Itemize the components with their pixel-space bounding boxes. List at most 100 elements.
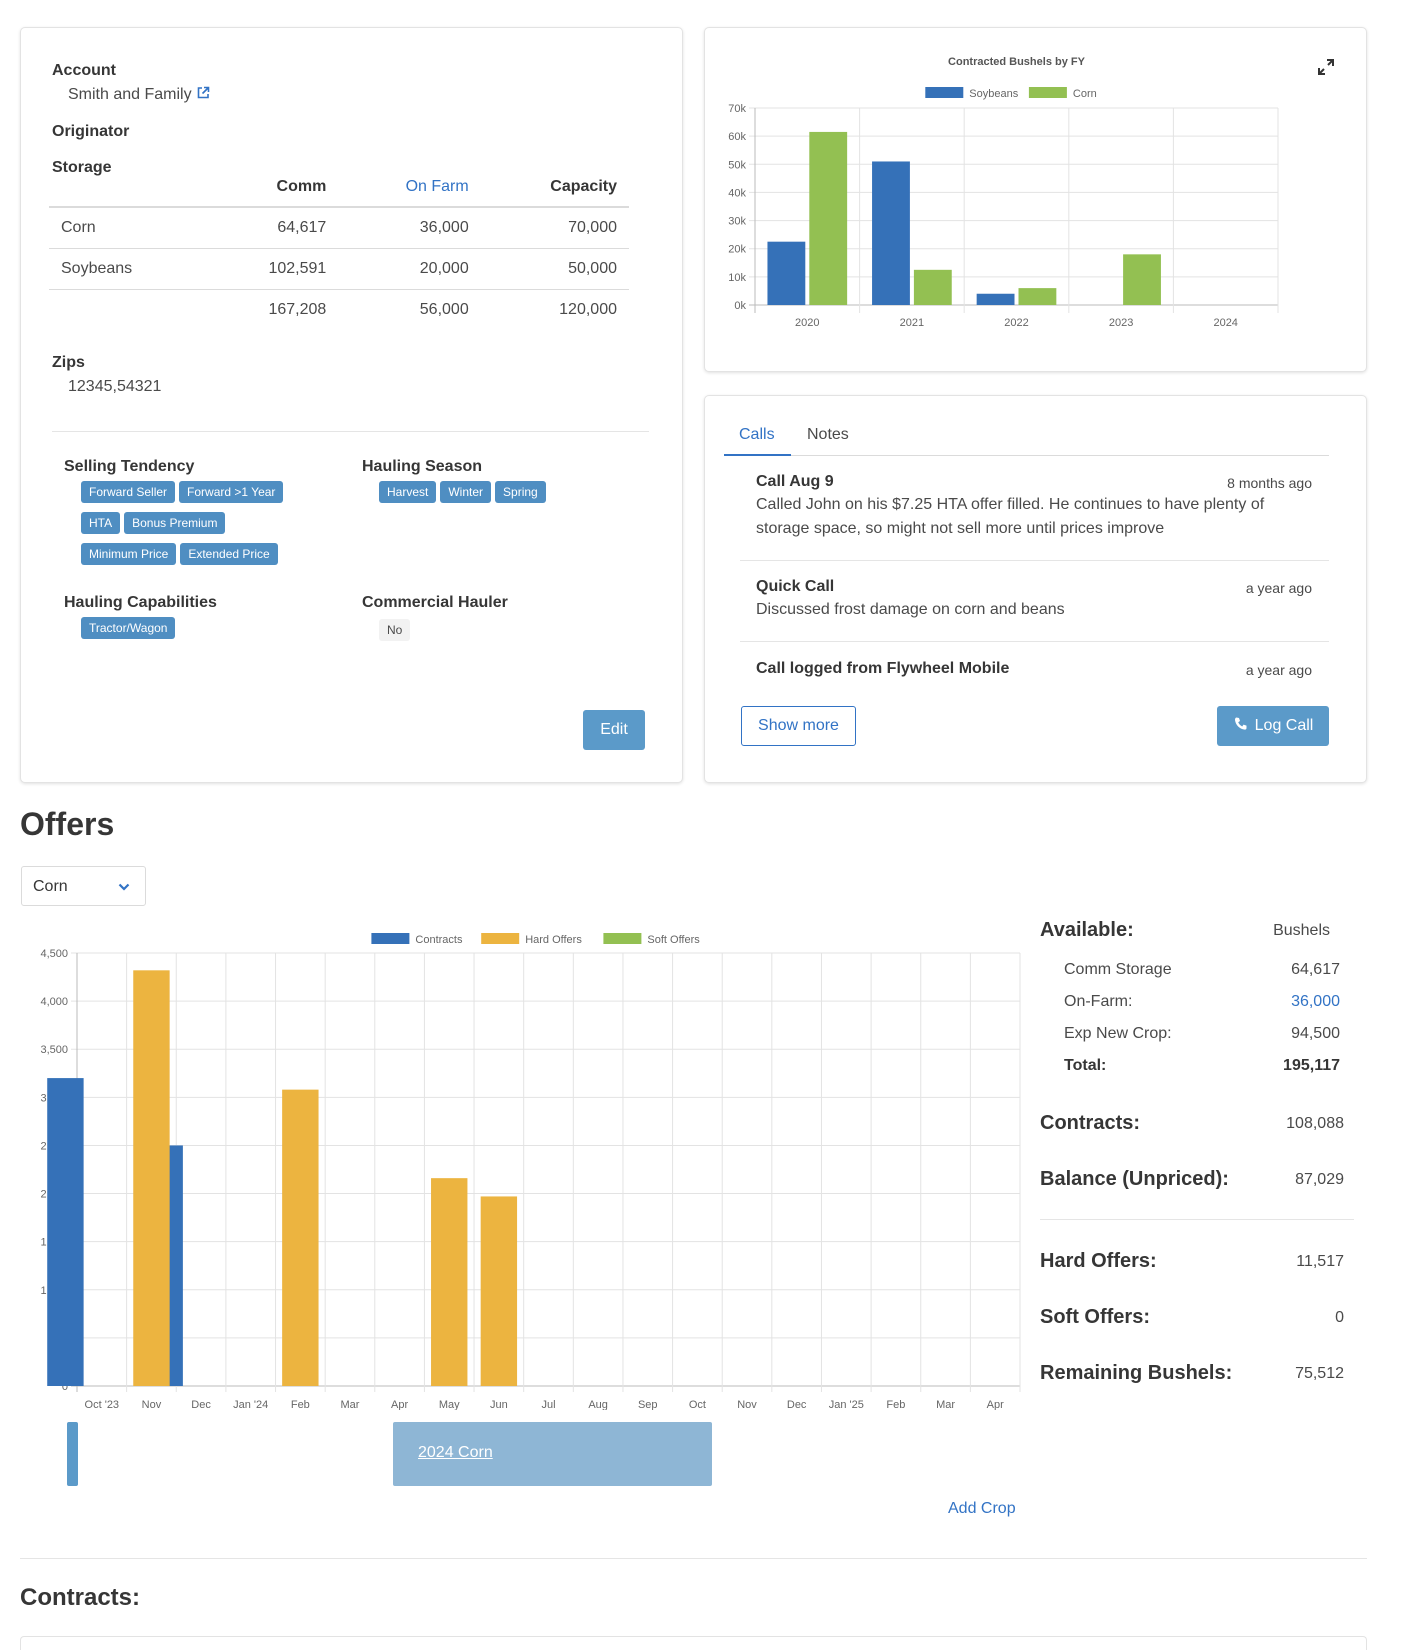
bar <box>431 1178 468 1386</box>
summary-row-label: Comm Storage <box>1064 961 1172 978</box>
contracts-heading: Contracts: <box>20 1584 141 1611</box>
storage-comm: 102,591 <box>204 248 339 290</box>
tag: Winter <box>440 481 492 503</box>
edit-button[interactable]: Edit <box>583 710 645 750</box>
hard-offers-row: Hard Offers: 11,517 <box>1040 1250 1344 1278</box>
external-link-icon[interactable] <box>196 86 210 105</box>
show-more-button[interactable]: Show more <box>741 706 856 746</box>
table-row: Soybeans 102,591 20,000 50,000 <box>49 248 629 290</box>
x-tick-label: 2024 <box>1213 317 1237 329</box>
account-divider <box>52 431 649 432</box>
storage-comm: 64,617 <box>204 207 339 249</box>
bar <box>872 161 910 305</box>
summary-row-label: Exp New Crop: <box>1064 1025 1172 1042</box>
balance-row: Balance (Unpriced): 87,029 <box>1040 1168 1344 1196</box>
call-item[interactable]: Quick Call a year ago Discussed frost da… <box>756 578 1312 622</box>
account-value[interactable]: Smith and Family <box>68 86 192 103</box>
bar <box>1123 254 1161 305</box>
storage-capacity: 50,000 <box>480 248 629 290</box>
x-tick-label: Feb <box>291 1399 310 1410</box>
bar <box>480 1196 518 1386</box>
x-tick-label: Feb <box>886 1399 905 1410</box>
account-link[interactable]: Smith and Family <box>68 86 210 105</box>
y-tick-label: 60k <box>728 131 746 143</box>
storage-header-crop <box>49 165 205 208</box>
legend-label: Contracts <box>415 934 463 946</box>
legend-label: Corn <box>1073 88 1097 100</box>
x-tick-label: Oct '23 <box>85 1399 120 1410</box>
offers-heading: Offers <box>20 806 115 842</box>
selling-tendency-tags: Forward Seller Forward >1 Year HTA Bonus P… <box>81 481 321 574</box>
summary-row: Exp New Crop: 94,500 <box>1040 1025 1344 1049</box>
tab-calls[interactable]: Calls <box>724 420 791 456</box>
log-call-label: Log Call <box>1254 716 1314 734</box>
remaining-row: Remaining Bushels: 75,512 <box>1040 1362 1344 1390</box>
y-tick-label: 10k <box>728 272 746 284</box>
storage-header-on-farm[interactable]: On Farm <box>338 165 481 208</box>
x-tick-label: 2021 <box>900 317 924 329</box>
crop-range-label[interactable]: 2024 Corn <box>418 1444 493 1461</box>
call-body: Discussed frost damage on corn and beans <box>756 601 1065 618</box>
bar <box>282 1089 319 1386</box>
tag: Extended Price <box>180 543 278 565</box>
y-tick-label: 0k <box>734 300 746 312</box>
summary-row-label: On-Farm: <box>1064 993 1133 1010</box>
zips-label: Zips <box>52 354 85 371</box>
log-call-button[interactable]: Log Call <box>1217 706 1329 746</box>
bar <box>809 131 848 305</box>
call-item[interactable]: Call Aug 9 8 months ago Called John on h… <box>756 473 1312 541</box>
crop-range-bar[interactable]: 2024 Corn <box>393 1422 712 1486</box>
summary-total-label: Total: <box>1064 1057 1107 1074</box>
expand-icon[interactable] <box>1317 58 1335 81</box>
on-farm-value-link[interactable]: 36,000 <box>1291 993 1340 1010</box>
storage-on-farm: 56,000 <box>419 300 469 318</box>
contracts-divider <box>20 1558 1367 1559</box>
x-tick-label: Jul <box>541 1399 555 1410</box>
account-card <box>20 27 683 783</box>
x-tick-label: May <box>439 1399 460 1410</box>
tag: Bonus Premium <box>124 512 226 534</box>
contracts-value: 108,088 <box>1286 1115 1344 1132</box>
available-row: Available: Bushels <box>1040 919 1344 947</box>
table-row-total: 167,208 56,000 120,000 <box>49 289 629 330</box>
fy-chart: Contracted Bushels by FY Soybeans Corn 0k 10… <box>728 56 1279 329</box>
contracts-label: Contracts: <box>1040 1112 1141 1134</box>
y-tick-label: 40k <box>728 187 746 199</box>
hauling-capabilities-tags: Tractor/Wagon <box>81 617 179 648</box>
zips-value: 12345,54321 <box>68 378 162 395</box>
crop-range-marker[interactable] <box>67 1422 78 1486</box>
hauling-season-tags: Harvest Winter Spring <box>379 481 639 512</box>
selling-tendency-label: Selling Tendency <box>64 458 195 475</box>
x-tick-label: Jan '24 <box>233 1399 268 1410</box>
y-tick-label: 20k <box>728 244 746 256</box>
call-title: Quick Call <box>756 578 835 595</box>
call-divider <box>740 560 1329 561</box>
y-tick-label: 3,500 <box>40 1044 68 1056</box>
tag: Forward >1 Year <box>179 481 284 503</box>
crop-select[interactable]: Corn <box>21 866 146 906</box>
legend-swatch <box>1028 87 1067 98</box>
call-item[interactable]: Call logged from Flywheel Mobile a year … <box>756 660 1312 678</box>
bar <box>913 269 952 305</box>
tag: Tractor/Wagon <box>81 617 176 639</box>
x-tick-label: Mar <box>340 1399 359 1410</box>
hauling-capabilities-label: Hauling Capabilities <box>64 594 217 611</box>
account-label: Account <box>52 62 116 79</box>
tag: Spring <box>495 481 546 503</box>
storage-capacity: 120,000 <box>559 300 617 318</box>
legend-swatch <box>371 933 410 944</box>
call-divider <box>740 641 1329 642</box>
available-label: Available: <box>1040 919 1134 941</box>
storage-crop: Soybeans <box>49 248 205 290</box>
x-tick-label: 2023 <box>1109 317 1133 329</box>
hard-offers-label: Hard Offers: <box>1040 1250 1157 1272</box>
storage-crop: Corn <box>49 207 205 249</box>
chart-title: Contracted Bushels by FY <box>948 56 1086 68</box>
summary-total-row: Total: 195,117 <box>1040 1057 1344 1081</box>
soft-offers-value: 0 <box>1335 1309 1344 1326</box>
summary-divider <box>1040 1219 1354 1220</box>
tab-notes[interactable]: Notes <box>807 426 849 443</box>
tag: Forward Seller <box>81 481 176 503</box>
y-tick-label: 50k <box>728 159 746 171</box>
add-crop-link[interactable]: Add Crop <box>948 1500 1016 1517</box>
